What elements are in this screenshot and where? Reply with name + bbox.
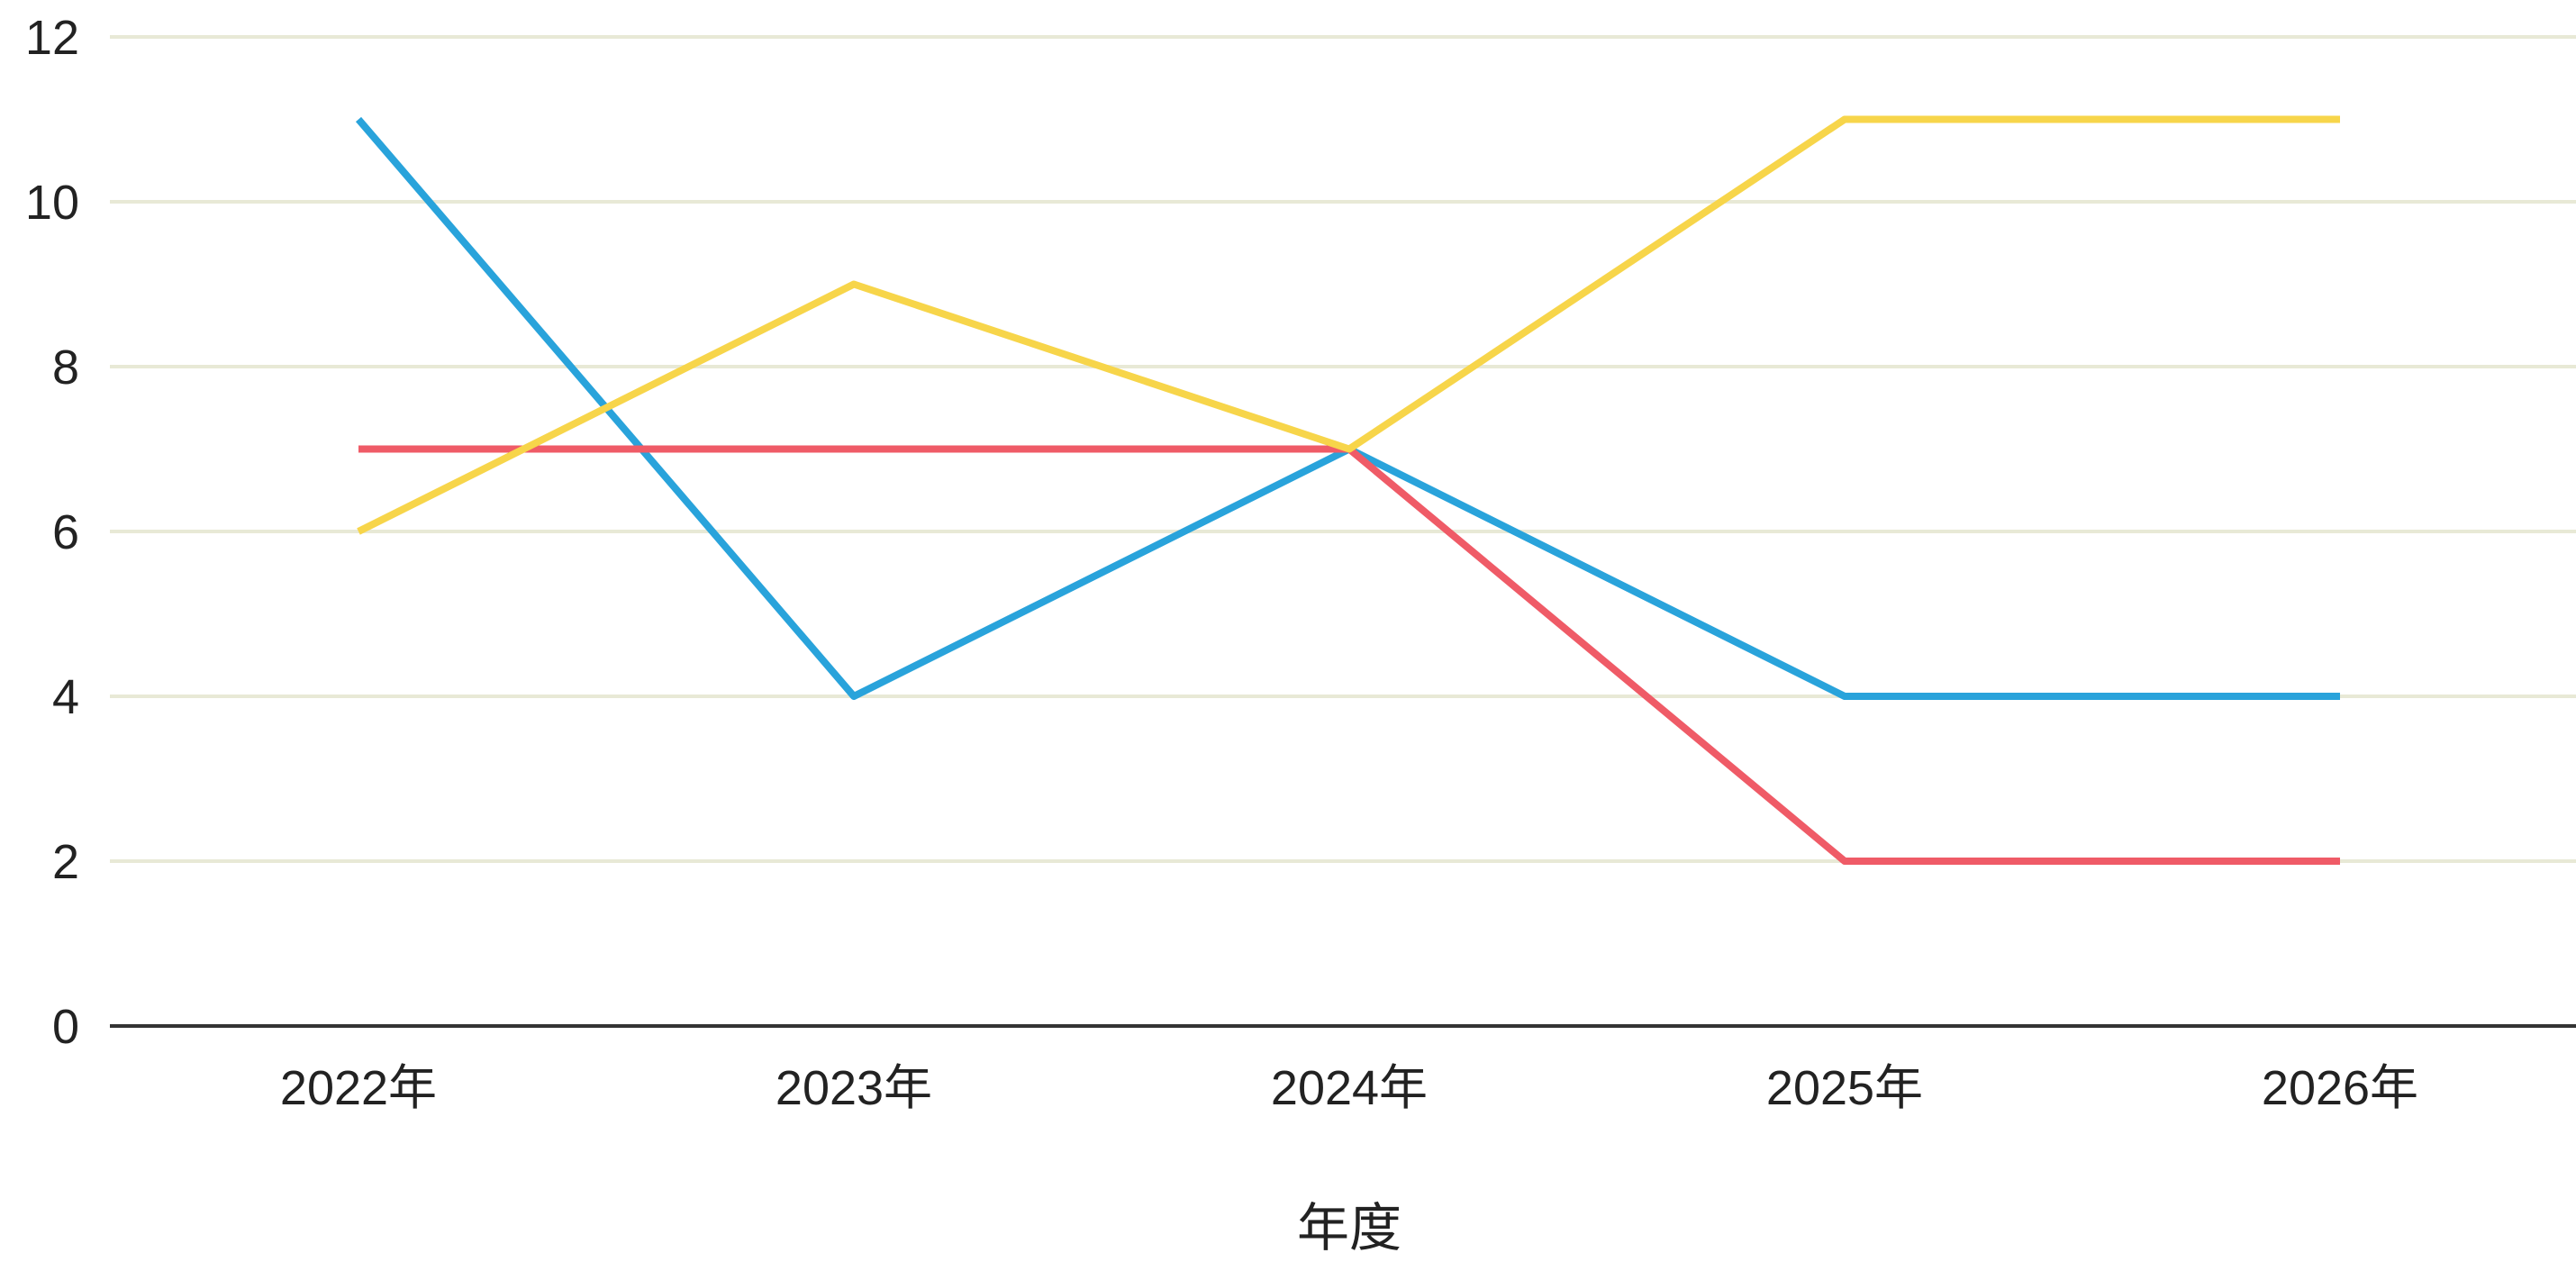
- y-tick-label: 4: [52, 670, 79, 724]
- x-tick-label: 2024年: [1271, 1061, 1428, 1115]
- series-line-1: [355, 116, 2340, 700]
- y-axis-tick-labels: 0 2 4 6 8 10 12: [25, 11, 79, 1054]
- y-tick-label: 0: [52, 1000, 79, 1054]
- x-tick-label: 2026年: [2262, 1061, 2418, 1115]
- y-tick-label: 2: [52, 835, 79, 889]
- series-line-2: [358, 445, 2340, 865]
- x-tick-label: 2023年: [776, 1061, 932, 1115]
- series-lines: [355, 115, 2340, 865]
- x-tick-label: 2025年: [1766, 1061, 1923, 1115]
- y-tick-label: 12: [25, 11, 79, 65]
- x-axis-title: 年度: [1297, 1197, 1401, 1258]
- y-tick-label: 10: [25, 176, 79, 230]
- x-axis-tick-labels: 2022年 2023年 2024年 2025年 2026年: [280, 1061, 2418, 1115]
- y-tick-label: 8: [52, 340, 79, 395]
- series-line-3: [357, 115, 2340, 535]
- x-tick-label: 2022年: [280, 1061, 437, 1115]
- y-tick-label: 6: [52, 505, 79, 559]
